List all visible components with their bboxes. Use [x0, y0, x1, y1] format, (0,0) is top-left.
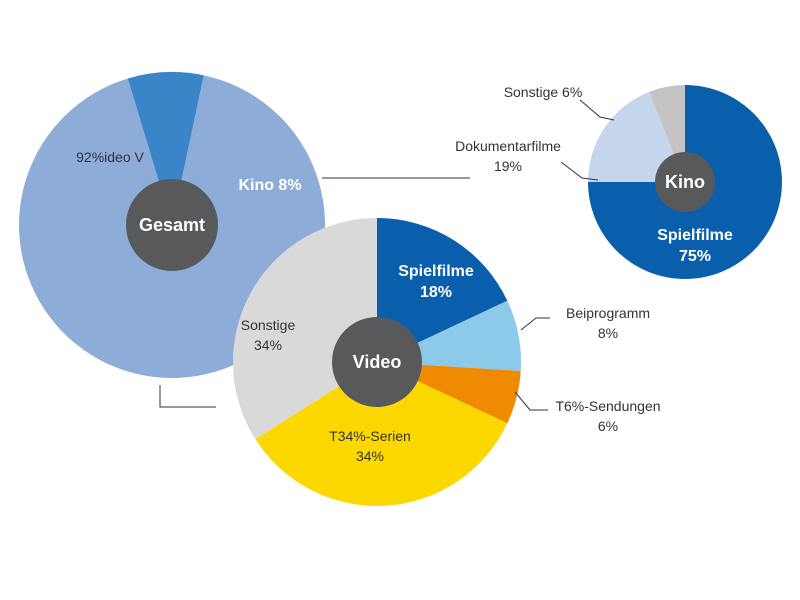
- video-label-tv-sendungen: T6%-Sendungen 6%: [555, 398, 660, 434]
- video-leader-tv-sendungen: [514, 391, 548, 411]
- kino-leader-sonstige: [579, 99, 615, 121]
- kino-center-disc: [655, 152, 715, 212]
- kino-center-label: Kino: [665, 172, 705, 192]
- kino-label-sonstige: Sonstige 6%: [504, 84, 583, 100]
- connector-lines: [159, 177, 470, 408]
- kino-pie-chart: Kino Spielfilme 75% Dokumentarfilme 19% Sonst…: [455, 84, 782, 279]
- video-label-spielfilme: Spielfilme 18%: [398, 263, 474, 301]
- connector-video-detail: [159, 385, 216, 408]
- video-label-beiprogramm: Beiprogramm 8%: [566, 305, 650, 341]
- gesamt-label-kino: Kino 8%: [238, 177, 301, 194]
- video-slice-spielfilme: [377, 218, 508, 362]
- video-pie-chart: Video Spielfilme 18% Beiprogramm 8% T6%-Sendu…: [233, 218, 661, 507]
- kino-slice-dokumentarfilme: [588, 91, 685, 182]
- video-slice-tv-serien: [255, 362, 508, 507]
- video-leader-beiprogramm: [520, 317, 550, 331]
- kino-leader-dokumentarfilme: [560, 161, 599, 181]
- gesamt-center-disc: [126, 179, 218, 271]
- gesamt-slice-kino: [127, 71, 204, 225]
- video-center-disc: [332, 317, 422, 407]
- kino-label-spielfilme: Spielfilme 75%: [657, 227, 733, 265]
- video-label-sonstige: Sonstige 34%: [241, 317, 296, 353]
- video-label-tv-serien: T34%-Serien 34%: [329, 428, 411, 464]
- video-center-label: Video: [353, 352, 402, 372]
- gesamt-label-video: 92%ideo V: [76, 149, 144, 165]
- kino-label-dokumentarfilme: Dokumentarfilme 19%: [455, 138, 561, 174]
- gesamt-center-label: Gesamt: [139, 215, 205, 235]
